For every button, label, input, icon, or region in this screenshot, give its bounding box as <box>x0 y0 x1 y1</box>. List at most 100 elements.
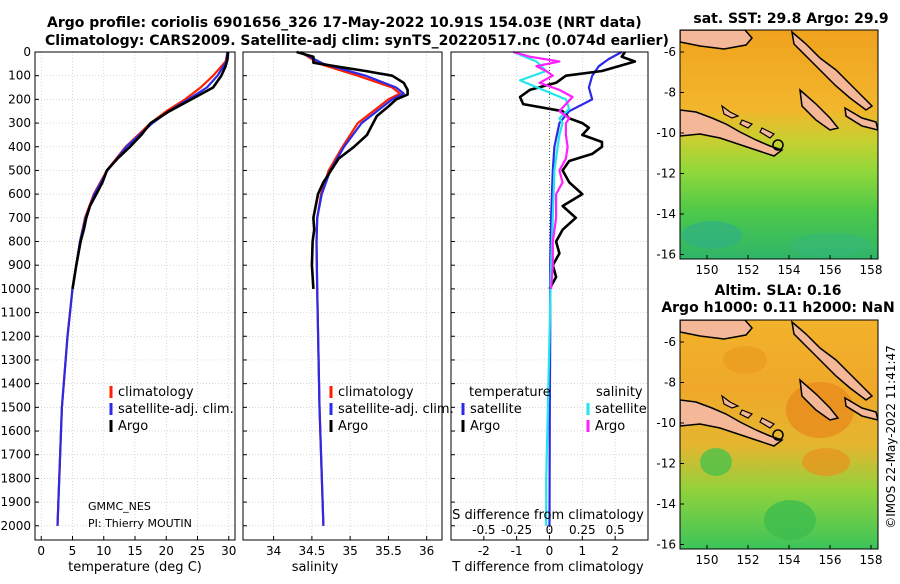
lat-tick-label: -16 <box>656 538 676 552</box>
sla-high-anomaly <box>723 346 767 374</box>
land-new-britain <box>680 320 753 340</box>
depth-tick-label: 1600 <box>0 424 31 438</box>
s-diff-tick-label: 0.5 <box>606 523 625 537</box>
sla-high-anomaly <box>802 448 850 476</box>
depth-tick-label: 300 <box>8 116 31 130</box>
s-diff-tick-label: 0.25 <box>569 523 596 537</box>
temperature-xlabel: temperature (deg C) <box>68 560 202 575</box>
depth-tick-label: 1900 <box>0 495 31 509</box>
x-tick-label: 10 <box>96 544 111 558</box>
x-tick-label: 0 <box>37 544 45 558</box>
depth-tick-label: 1200 <box>0 329 31 343</box>
header-line-1: Argo profile: coriolis 6901656_326 17-Ma… <box>47 15 642 31</box>
x-tick-label: 15 <box>127 544 142 558</box>
x-tick-label: 34.5 <box>299 544 326 558</box>
depth-tick-label: 1400 <box>0 377 31 391</box>
depth-tick-label: 400 <box>8 140 31 154</box>
land-islet <box>759 127 776 139</box>
depth-tick-label: 1300 <box>0 353 31 367</box>
depth-tick-label: 1800 <box>0 471 31 485</box>
lon-tick-label: 156 <box>819 553 842 567</box>
land-solomons-east <box>844 106 878 131</box>
temperature-panel: 0 5 10 15 20 25 30 <box>34 51 236 558</box>
s-diff-tick-label: -0.5 <box>472 523 495 537</box>
legend-label-temp-argo: Argo <box>470 419 500 434</box>
argo-line <box>296 50 409 289</box>
land-islet <box>739 409 754 419</box>
depth-tick-label: 800 <box>8 235 31 249</box>
x-tick-label: 0 <box>546 544 554 558</box>
salinity-panel: 34 34.5 35 35.5 36 <box>242 50 443 558</box>
lon-tick-label: 150 <box>696 263 719 277</box>
sla-map-title-2: Argo h1000: 0.11 h2000: NaN <box>661 300 894 316</box>
depth-axis: 0 100 200 300 400 500 600 700 800 900 1000 1100 1200… <box>0 45 31 533</box>
legend-title-salinity: salinity <box>596 385 643 400</box>
land-solomons-north <box>790 320 874 401</box>
depth-tick-label: 700 <box>8 211 31 225</box>
header-line-2: Climatology: CARS2009. Satellite-adj cli… <box>45 33 669 49</box>
legend-label-sal-argo: Argo <box>595 419 625 434</box>
lat-tick-label: -10 <box>656 126 676 140</box>
depth-tick-label: 600 <box>8 187 31 201</box>
sst-map-frame <box>679 29 879 260</box>
land-islet <box>721 104 740 119</box>
s-diff-tick-label: -0.25 <box>501 523 532 537</box>
x-tick-label: 35.5 <box>375 544 402 558</box>
x-tick-label: 20 <box>159 544 174 558</box>
sst-field <box>680 30 878 259</box>
x-tick-label: -2 <box>478 544 490 558</box>
land-islet <box>721 394 740 409</box>
legend-title-temperature: temperature <box>469 385 551 400</box>
x-tick-label: 2 <box>611 544 619 558</box>
land-islet <box>759 417 776 429</box>
sst-map-title: sat. SST: 29.8 Argo: 29.9 <box>693 11 888 27</box>
lon-tick-label: 158 <box>860 553 883 567</box>
legend-label-sal-satellite: satellite <box>595 402 647 417</box>
legend-label-satellite: satellite-adj. clim. <box>118 402 234 417</box>
legend-label-climatology: climatology <box>338 385 414 400</box>
lon-tick-label: 154 <box>778 553 801 567</box>
x-tick-label: 30 <box>221 544 236 558</box>
lat-tick-label: -12 <box>656 457 676 471</box>
legend-label-argo: Argo <box>118 419 148 434</box>
x-tick-label: 1 <box>579 544 587 558</box>
depth-tick-label: 1500 <box>0 400 31 414</box>
sal-satellite-diff-line <box>512 50 571 526</box>
lon-tick-label: 152 <box>737 263 760 277</box>
lon-tick-label: 154 <box>778 263 801 277</box>
s-difference-xlabel: S difference from climatology <box>452 508 644 523</box>
panel-frame <box>242 51 443 541</box>
land-solomons-central <box>799 88 840 131</box>
lat-tick-label: -8 <box>664 376 676 390</box>
legend-label-argo: Argo <box>338 419 368 434</box>
x-tick-label: 35 <box>343 544 358 558</box>
depth-tick-label: 500 <box>8 163 31 177</box>
lat-tick-label: -8 <box>664 86 676 100</box>
land-islet <box>739 119 754 129</box>
lat-tick-label: -14 <box>656 207 676 221</box>
imos-stamp-text: ©IMOS 22-May-2022 11:41:47 <box>884 345 898 529</box>
depth-tick-label: 0 <box>23 45 31 59</box>
lon-tick-label: 150 <box>696 553 719 567</box>
lat-tick-label: -12 <box>656 167 676 181</box>
land-solomons-north <box>790 30 874 111</box>
sla-map-frame <box>679 319 879 550</box>
legend-label-climatology: climatology <box>118 385 194 400</box>
argo-position-marker <box>772 139 784 151</box>
land-new-guinea-tip <box>680 109 784 157</box>
credit-group: GMMC_NES <box>88 500 151 513</box>
sla-map <box>680 320 878 549</box>
imos-stamp: ©IMOS 22-May-2022 11:41:47 <box>884 345 898 529</box>
salinity-legend: climatology satellite-adj. clim. Argo <box>329 385 454 434</box>
argo-line <box>71 51 230 290</box>
salinity-xlabel: salinity <box>292 560 339 575</box>
land-solomons-east <box>844 396 878 421</box>
sst-cool-patch <box>682 221 742 249</box>
sst-map <box>680 30 878 259</box>
temperature-legend: climatology satellite-adj. clim. Argo <box>109 385 234 434</box>
lat-tick-label: -6 <box>664 45 676 59</box>
sst-map-axes: -6 -8 -10 -12 -14 -16 150 152 154 156 158 <box>656 45 882 277</box>
argo-position-marker <box>772 429 784 441</box>
